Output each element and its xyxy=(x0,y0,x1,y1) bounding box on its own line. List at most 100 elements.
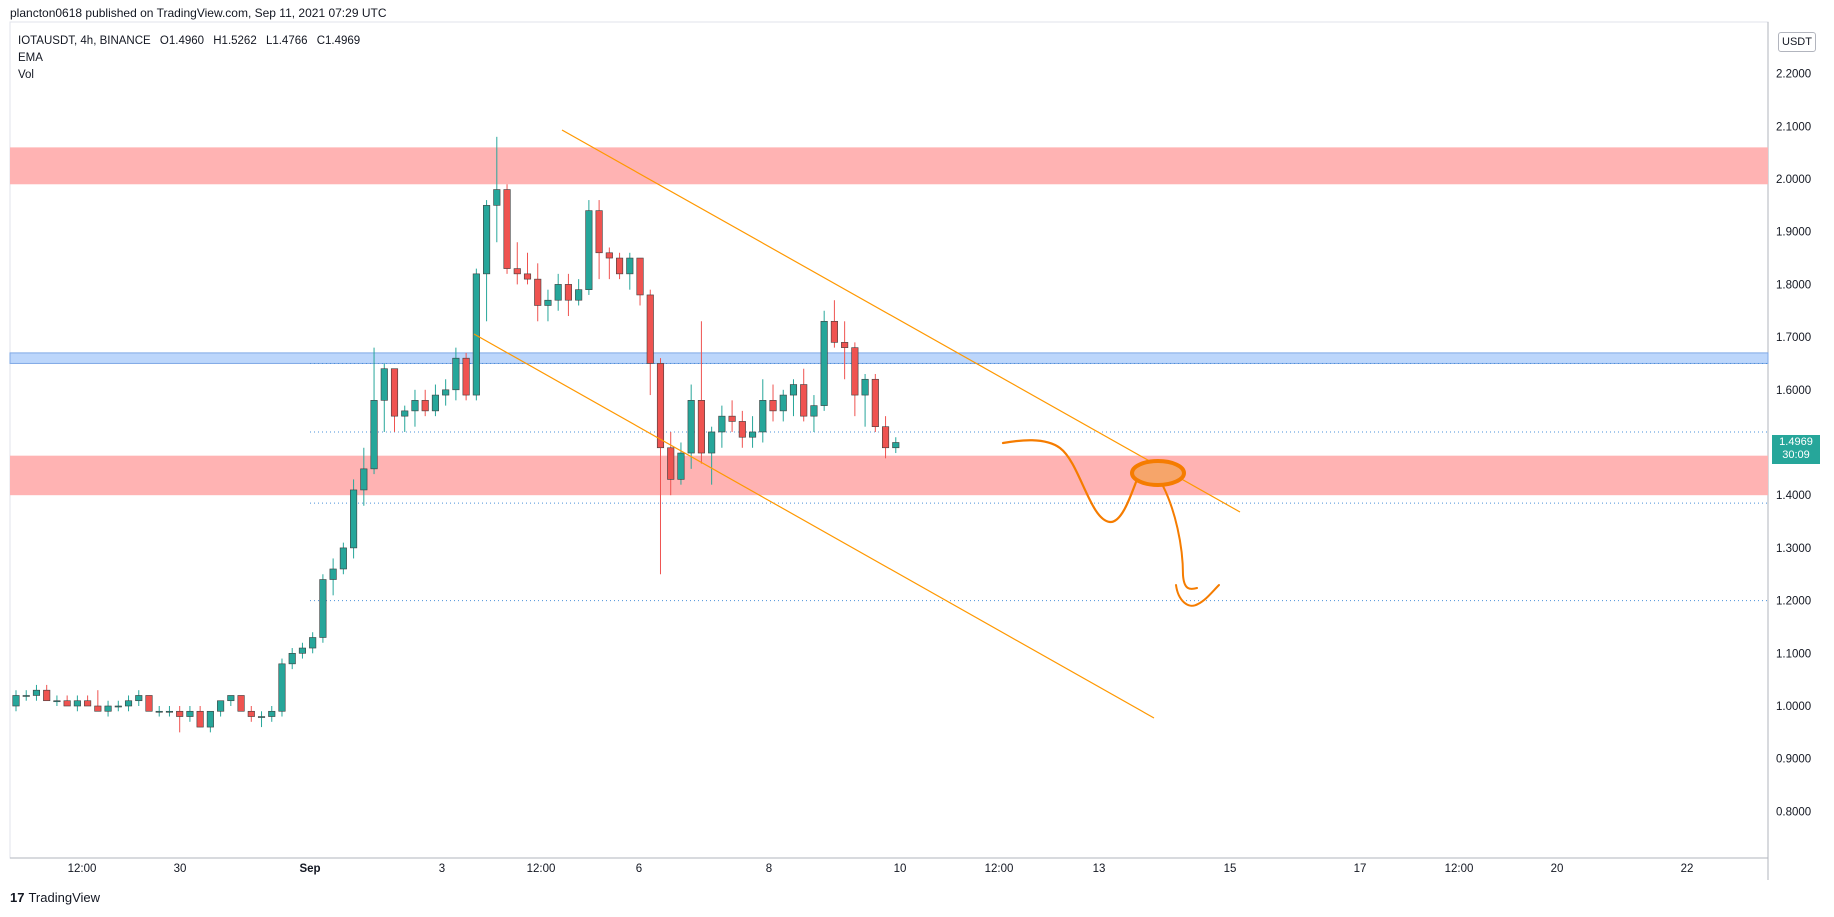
candle-body[interactable] xyxy=(309,637,317,649)
zone-support[interactable] xyxy=(10,455,1768,496)
candle-body[interactable] xyxy=(411,400,419,412)
symbol-label[interactable]: IOTAUSDT, 4h, BINANCE xyxy=(18,35,151,47)
candle-body[interactable] xyxy=(892,442,900,449)
candle-body[interactable] xyxy=(12,695,20,707)
candle-body[interactable] xyxy=(810,405,818,417)
candle-body[interactable] xyxy=(605,252,613,259)
candle-body[interactable] xyxy=(94,705,102,712)
candle-body[interactable] xyxy=(206,710,214,728)
projection-drop-path[interactable] xyxy=(1162,485,1198,590)
candle-body[interactable] xyxy=(769,400,777,412)
candle-body[interactable] xyxy=(124,700,133,707)
candle-body[interactable] xyxy=(564,284,572,301)
projection-bounce-path[interactable] xyxy=(1175,584,1220,607)
candle-body[interactable] xyxy=(32,689,41,696)
candle-body[interactable] xyxy=(708,431,716,454)
candle-body[interactable] xyxy=(176,710,184,717)
candle-body[interactable] xyxy=(697,400,705,454)
candle-body[interactable] xyxy=(227,695,235,702)
candle-body[interactable] xyxy=(830,320,838,343)
currency-badge[interactable]: USDT xyxy=(1778,32,1816,52)
candle-body[interactable] xyxy=(851,347,859,396)
candle-body[interactable] xyxy=(370,400,378,470)
candle-body[interactable] xyxy=(595,210,603,254)
candle-body[interactable] xyxy=(779,394,787,412)
candle-body[interactable] xyxy=(22,695,30,697)
candle-body[interactable] xyxy=(186,710,194,717)
candle-body[interactable] xyxy=(544,299,552,306)
candle-body[interactable] xyxy=(718,415,726,433)
candle-body[interactable] xyxy=(145,695,153,712)
candle-body[interactable] xyxy=(196,710,204,728)
candle-body[interactable] xyxy=(298,647,306,654)
candle-body[interactable] xyxy=(319,579,327,638)
candle-body[interactable] xyxy=(585,210,593,290)
candle-body[interactable] xyxy=(789,384,798,396)
candle-body[interactable] xyxy=(452,357,460,391)
candle-body[interactable] xyxy=(114,705,122,708)
channel-lower-line[interactable] xyxy=(473,333,1155,719)
candle-body[interactable] xyxy=(339,547,347,570)
candle-body[interactable] xyxy=(626,257,634,275)
projection-drawing-path[interactable] xyxy=(1001,439,1144,524)
candle-body[interactable] xyxy=(749,431,757,438)
candle-body[interactable] xyxy=(73,700,81,707)
candle-body[interactable] xyxy=(155,710,163,713)
candle-body[interactable] xyxy=(861,378,869,396)
candle-body[interactable] xyxy=(360,468,368,491)
candle-body[interactable] xyxy=(513,268,521,275)
candle-body[interactable] xyxy=(523,273,532,280)
candle-body[interactable] xyxy=(237,695,245,712)
candle-body[interactable] xyxy=(53,700,61,703)
candle-body[interactable] xyxy=(257,716,266,718)
candle-body[interactable] xyxy=(575,289,583,301)
candle-body[interactable] xyxy=(278,663,286,712)
volume-indicator-label[interactable]: Vol xyxy=(18,69,34,81)
candle-body[interactable] xyxy=(759,400,767,433)
candle-body[interactable] xyxy=(820,320,828,406)
channel-upper-line[interactable] xyxy=(561,129,1241,513)
candle-body[interactable] xyxy=(554,284,562,301)
candle-body[interactable] xyxy=(728,415,736,422)
candle-body[interactable] xyxy=(687,400,695,454)
candle-body[interactable] xyxy=(472,273,480,396)
candle-body[interactable] xyxy=(104,705,112,712)
candle-body[interactable] xyxy=(401,410,409,417)
candle-body[interactable] xyxy=(165,710,173,713)
candle-body[interactable] xyxy=(483,205,491,275)
candle-body[interactable] xyxy=(738,421,746,438)
candle-body[interactable] xyxy=(442,389,450,396)
ema-indicator-label[interactable]: EMA xyxy=(18,52,43,64)
candle-body[interactable] xyxy=(646,294,654,364)
candle-body[interactable] xyxy=(871,378,879,427)
candle-body[interactable] xyxy=(462,357,470,396)
candle-body[interactable] xyxy=(800,384,808,417)
candle-body[interactable] xyxy=(656,363,665,449)
candle-body[interactable] xyxy=(217,700,225,712)
zone-resistance[interactable] xyxy=(10,147,1768,185)
candle-body[interactable] xyxy=(329,568,337,580)
candle-body[interactable] xyxy=(841,342,849,348)
candle-body[interactable] xyxy=(380,368,388,401)
candle-body[interactable] xyxy=(268,710,276,717)
candle-body[interactable] xyxy=(84,700,92,707)
candle-body[interactable] xyxy=(135,695,143,702)
target-circle-drawing[interactable] xyxy=(1130,459,1186,487)
candle-body[interactable] xyxy=(247,710,255,717)
candle-body[interactable] xyxy=(421,400,429,412)
footer-brand[interactable]: 17 TradingView xyxy=(10,890,100,905)
candle-body[interactable] xyxy=(350,489,358,549)
zone-blue[interactable] xyxy=(9,352,1769,364)
candle-body[interactable] xyxy=(636,257,644,296)
candle-body[interactable] xyxy=(667,447,675,480)
candle-body[interactable] xyxy=(677,452,685,480)
candle-body[interactable] xyxy=(534,278,542,306)
candle-body[interactable] xyxy=(43,689,51,702)
candle-body[interactable] xyxy=(881,426,890,449)
candle-body[interactable] xyxy=(616,257,624,275)
candle-body[interactable] xyxy=(431,394,439,412)
candle-body[interactable] xyxy=(390,368,399,417)
candle-body[interactable] xyxy=(288,652,296,665)
candle-body[interactable] xyxy=(503,189,511,269)
